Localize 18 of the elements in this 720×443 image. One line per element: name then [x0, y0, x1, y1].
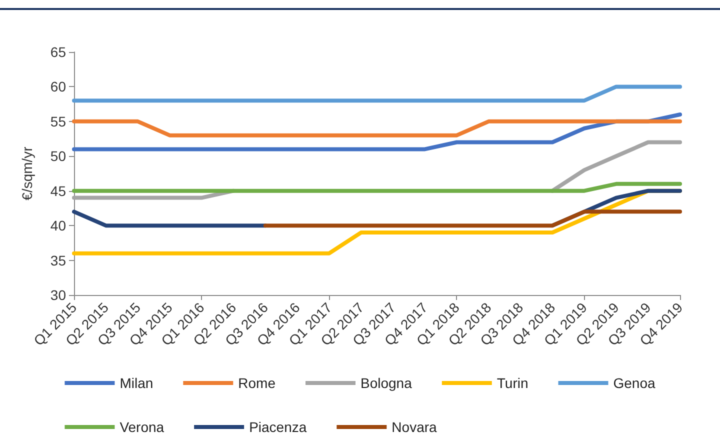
legend-label: Milan [120, 375, 154, 391]
y-tick-label: 55 [50, 113, 66, 130]
legend-label: Turin [496, 375, 528, 391]
legend-label: Rome [238, 375, 276, 391]
y-axis-title: €/sqm/yr [19, 146, 35, 200]
y-tick-label: 35 [50, 252, 66, 268]
y-tick-label: 65 [50, 44, 66, 60]
y-tick-label: 60 [50, 78, 66, 95]
line-series [72, 112, 682, 152]
y-tick-label: 50 [50, 148, 66, 164]
y-tick-label: 30 [50, 287, 66, 303]
legend-label: Piacenza [249, 419, 307, 435]
legend-label: Novara [392, 419, 438, 435]
y-tick-label: 45 [50, 182, 66, 199]
legend-label: Verona [120, 419, 164, 435]
legend-label: Genoa [613, 375, 656, 391]
legend-label: Bologna [360, 375, 412, 391]
y-tick-label: 40 [50, 218, 66, 234]
